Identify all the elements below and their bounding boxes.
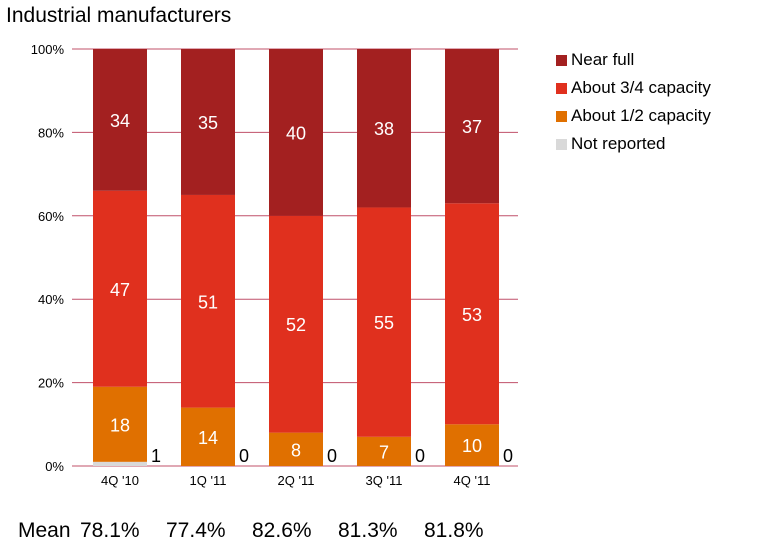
mean-value: 81.3% <box>338 519 398 542</box>
mean-value: 82.6% <box>252 519 312 542</box>
legend-swatch <box>556 110 567 122</box>
y-tick-label: 80% <box>38 125 64 140</box>
bar-value-label: 35 <box>198 113 218 133</box>
mean-value: 81.8% <box>424 519 484 542</box>
bar-value-labels: 18 47 34 1 14 51 35 0 8 52 40 0 7 55 38 0 10 53 37 0 <box>110 111 513 466</box>
not-reported-label: 1 <box>151 446 161 466</box>
bar-value-label: 7 <box>379 442 389 462</box>
legend-item: Near full <box>556 46 711 74</box>
bar-value-label: 40 <box>286 123 306 143</box>
legend-item: About 1/2 capacity <box>556 102 711 130</box>
y-tick-label: 100% <box>31 42 65 57</box>
bar-value-label: 18 <box>110 415 130 435</box>
not-reported-label: 0 <box>503 446 513 466</box>
bar-value-label: 52 <box>286 315 306 335</box>
bar-value-label: 8 <box>291 440 301 460</box>
bar-segment <box>93 386 147 462</box>
y-tick-label: 20% <box>38 376 64 391</box>
legend-label: Near full <box>571 50 635 69</box>
bar-segment <box>357 207 411 437</box>
mean-value: 77.4% <box>166 519 226 542</box>
bar-value-label: 55 <box>374 313 394 333</box>
not-reported-label: 0 <box>415 446 425 466</box>
y-tick-label: 40% <box>38 292 64 307</box>
legend-swatch <box>556 138 567 150</box>
bar-segment <box>181 194 235 408</box>
y-tick-label: 0% <box>45 459 64 474</box>
legend: Near full About 3/4 capacity About 1/2 cap… <box>556 46 711 158</box>
bar-value-label: 14 <box>198 428 218 448</box>
legend-swatch <box>556 82 567 94</box>
bar-value-label: 51 <box>198 292 218 312</box>
bar-segment <box>269 215 323 433</box>
bar-segment <box>269 49 323 216</box>
bar-value-label: 34 <box>110 111 130 131</box>
bar-segment <box>445 424 499 466</box>
bar-value-label: 53 <box>462 305 482 325</box>
x-axis-ticks: 4Q '10 1Q '11 2Q '11 3Q '11 4Q '11 <box>101 473 490 488</box>
bars <box>93 49 499 466</box>
bar-segment <box>357 49 411 208</box>
x-tick-label: 2Q '11 <box>278 473 315 488</box>
bar-segment <box>445 49 499 204</box>
not-reported-label: 0 <box>239 446 249 466</box>
bar-value-label: 38 <box>374 119 394 139</box>
bar-segment <box>93 49 147 191</box>
bar-segment <box>93 461 147 466</box>
mean-value: 78.1% <box>80 519 140 542</box>
legend-label: About 1/2 capacity <box>571 106 711 125</box>
bar-segment <box>181 407 235 466</box>
legend-swatch <box>556 54 567 66</box>
chart-title: Industrial manufacturers <box>6 4 232 27</box>
bar-segment <box>445 203 499 425</box>
bar-value-label: 47 <box>110 280 130 300</box>
bar-segment <box>181 49 235 195</box>
x-tick-label: 1Q '11 <box>190 473 227 488</box>
bar-segment <box>269 432 323 466</box>
legend-item: About 3/4 capacity <box>556 74 711 102</box>
bar-value-label: 10 <box>462 436 482 456</box>
not-reported-label: 0 <box>327 446 337 466</box>
legend-label: About 3/4 capacity <box>571 78 711 97</box>
x-tick-label: 4Q '10 <box>101 473 139 488</box>
legend-label: Not reported <box>571 134 666 153</box>
y-tick-label: 60% <box>38 209 64 224</box>
x-tick-label: 3Q '11 <box>366 473 403 488</box>
bar-segment <box>93 190 147 387</box>
legend-item: Not reported <box>556 130 711 158</box>
bar-value-label: 37 <box>462 117 482 137</box>
x-tick-label: 4Q '11 <box>454 473 491 488</box>
y-axis-ticks: 0% 20% 40% 60% 80% 100% <box>31 42 65 474</box>
mean-label: Mean <box>18 519 71 542</box>
bar-segment <box>357 436 411 466</box>
